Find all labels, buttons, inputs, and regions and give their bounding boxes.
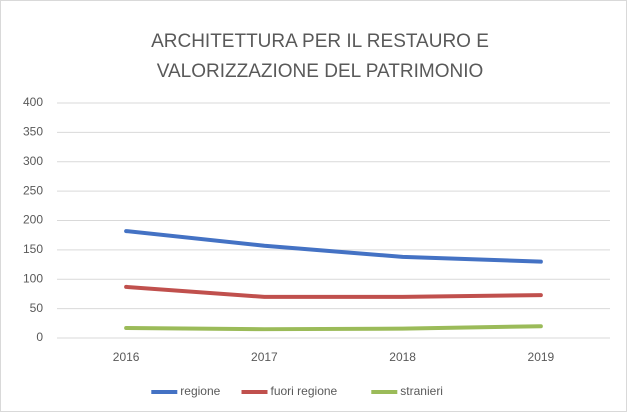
y-tick-label: 350	[23, 125, 43, 139]
legend-label: regione	[180, 384, 220, 398]
y-tick-label: 0	[36, 330, 43, 344]
y-tick-label: 200	[23, 213, 43, 227]
x-tick-label: 2016	[113, 350, 140, 364]
chart-title: ARCHITETTURA PER IL RESTAURO E	[151, 31, 489, 52]
x-tick-label: 2019	[528, 350, 555, 364]
y-tick-label: 400	[23, 95, 43, 109]
x-tick-label: 2018	[389, 350, 416, 364]
y-tick-label: 100	[23, 271, 43, 285]
x-tick-label: 2017	[251, 350, 278, 364]
y-tick-label: 300	[23, 154, 43, 168]
series-line	[124, 324, 543, 332]
legend-label: stranieri	[400, 384, 443, 398]
series-line	[124, 284, 543, 299]
y-tick-label: 150	[23, 242, 43, 256]
series-line	[124, 229, 543, 264]
y-tick-label: 250	[23, 183, 43, 197]
legend-label: fuori regione	[271, 384, 338, 398]
chart-title: VALORIZZAZIONE DEL PATRIMONIO	[157, 61, 484, 82]
y-tick-label: 50	[30, 301, 44, 315]
